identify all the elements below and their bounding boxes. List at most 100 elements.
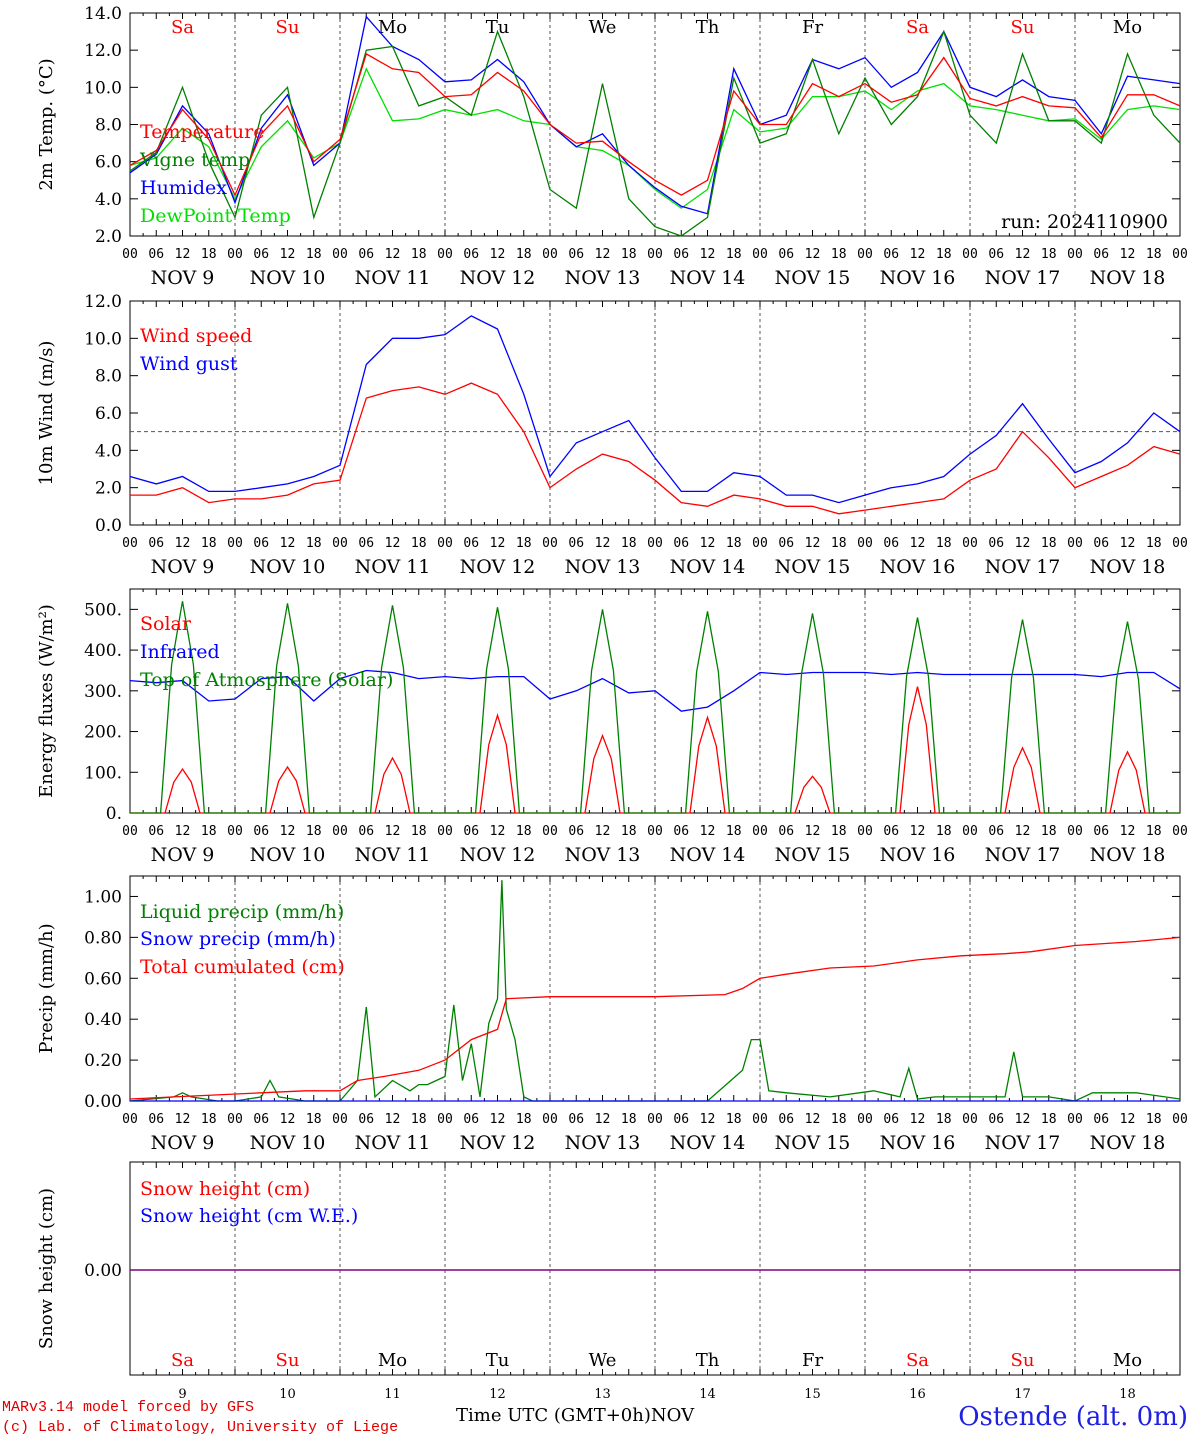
legend-entry: DewPoint Temp [140, 205, 291, 227]
day-number-label: 10 [279, 1387, 296, 1402]
hour-tick-label: 18 [201, 824, 217, 839]
hour-tick-label: 12 [1015, 1112, 1031, 1127]
hour-tick-label: 00 [542, 536, 558, 551]
y-tick-label: 0.00 [84, 1261, 122, 1281]
y-tick-label: 0.20 [84, 1051, 122, 1071]
hour-tick-label: 00 [962, 824, 978, 839]
hour-tick-label: 00 [647, 824, 663, 839]
day-number-label: 15 [804, 1387, 821, 1402]
date-label: NOV 11 [355, 844, 431, 866]
y-tick-label: 300. [84, 682, 122, 702]
hour-tick-label: 00 [332, 1112, 348, 1127]
weekday-label: Tu [486, 1350, 510, 1371]
legend-entry: Top of Atmosphere (Solar) [140, 669, 393, 691]
date-label: NOV 16 [880, 267, 956, 289]
date-label: NOV 9 [151, 1132, 215, 1154]
hour-tick-label: 12 [175, 536, 191, 551]
hour-tick-label: 18 [306, 824, 322, 839]
hour-tick-label: 06 [463, 247, 479, 262]
y-tick-label: 0. [106, 804, 122, 824]
hour-tick-label: 12 [595, 247, 611, 262]
hour-tick-label: 18 [516, 247, 532, 262]
y-tick-label: 0.00 [84, 1092, 122, 1112]
legend-entry: Solar [140, 613, 192, 635]
hour-tick-label: 12 [910, 1112, 926, 1127]
date-label: NOV 18 [1090, 267, 1166, 289]
hour-tick-label: 18 [726, 247, 742, 262]
panel-2: 0.0 2.0 4.0 6.0 8.0 10.0 12.0 10m Wind (m/s) Win… [36, 292, 1188, 578]
y-tick-label: 8.0 [95, 367, 122, 387]
hour-tick-label: 06 [1093, 1112, 1109, 1127]
date-label: NOV 14 [670, 556, 746, 578]
date-label: NOV 11 [355, 556, 431, 578]
hour-tick-label: 06 [148, 247, 164, 262]
hour-tick-label: 00 [122, 824, 138, 839]
copyright-line: (c) Lab. of Climatology, University of L… [2, 1419, 399, 1436]
hour-tick-label: 12 [910, 247, 926, 262]
model-credit: MARv3.14 model forced by GFS (c) Lab. of… [2, 1398, 398, 1438]
hour-tick-label: 06 [673, 247, 689, 262]
hour-tick-label: 18 [1146, 824, 1162, 839]
run-label: run: 2024110900 [1001, 211, 1168, 233]
y-tick-label: 0.40 [84, 1010, 122, 1030]
weekday-label: Su [276, 1350, 300, 1371]
hour-tick-label: 00 [227, 536, 243, 551]
weekday-label: Su [276, 17, 300, 38]
y-axis-label: 2m Temp. (°C) [36, 58, 57, 190]
date-label: NOV 15 [775, 556, 851, 578]
date-label: NOV 13 [565, 556, 641, 578]
y-tick-label: 4.0 [95, 190, 122, 210]
day-number-label: 11 [384, 1387, 401, 1402]
date-label: NOV 10 [250, 556, 326, 578]
hour-tick-label: 00 [962, 1112, 978, 1127]
date-label: NOV 15 [775, 1132, 851, 1154]
hour-tick-label: 00 [1067, 536, 1083, 551]
date-label: NOV 9 [151, 844, 215, 866]
hour-tick-label: 12 [1120, 824, 1136, 839]
hour-tick-label: 06 [148, 824, 164, 839]
hour-tick-label: 18 [1041, 536, 1057, 551]
hour-tick-label: 06 [358, 536, 374, 551]
date-label: NOV 10 [250, 267, 326, 289]
date-label: NOV 16 [880, 844, 956, 866]
hour-tick-label: 00 [332, 247, 348, 262]
hour-tick-label: 00 [122, 247, 138, 262]
hour-tick-label: 18 [201, 1112, 217, 1127]
y-tick-label: 0.80 [84, 928, 122, 948]
legend-entry: Snow height (cm W.E.) [140, 1205, 358, 1227]
legend-entry: Wind speed [140, 325, 252, 347]
hour-tick-label: 18 [831, 1112, 847, 1127]
y-tick-label: 14.0 [84, 4, 122, 24]
hour-tick-label: 00 [437, 1112, 453, 1127]
day-number-label: 16 [909, 1387, 926, 1402]
date-label: NOV 16 [880, 1132, 956, 1154]
series-total-cumulated-cm- [129, 936, 1181, 1100]
hour-tick-label: 06 [568, 536, 584, 551]
hour-tick-label: 12 [700, 824, 716, 839]
weekday-label: Mo [1113, 17, 1142, 38]
y-tick-label: 2.0 [95, 479, 122, 499]
date-label: NOV 10 [250, 844, 326, 866]
hour-tick-label: 12 [1120, 247, 1136, 262]
panel-5: 0.00 Snow height (cm) Snow height (cm) Snow… [36, 1161, 1181, 1402]
hour-tick-label: 06 [358, 824, 374, 839]
y-tick-label: 2.0 [95, 227, 122, 247]
date-label: NOV 14 [670, 267, 746, 289]
hour-tick-label: 06 [568, 247, 584, 262]
hour-tick-label: 12 [700, 536, 716, 551]
weekday-label: We [589, 17, 617, 38]
hour-tick-label: 18 [1041, 247, 1057, 262]
hour-tick-label: 12 [175, 824, 191, 839]
legend-entry: Total cumulated (cm) [140, 956, 345, 978]
date-label: NOV 13 [565, 844, 641, 866]
hour-tick-label: 18 [201, 247, 217, 262]
date-label: NOV 12 [460, 844, 536, 866]
hour-tick-label: 06 [778, 247, 794, 262]
day-number-label: 14 [699, 1387, 716, 1402]
date-label: NOV 9 [151, 267, 215, 289]
date-label: NOV 17 [985, 1132, 1061, 1154]
hour-tick-label: 18 [726, 536, 742, 551]
date-label: NOV 12 [460, 556, 536, 578]
y-tick-label: 200. [84, 723, 122, 743]
